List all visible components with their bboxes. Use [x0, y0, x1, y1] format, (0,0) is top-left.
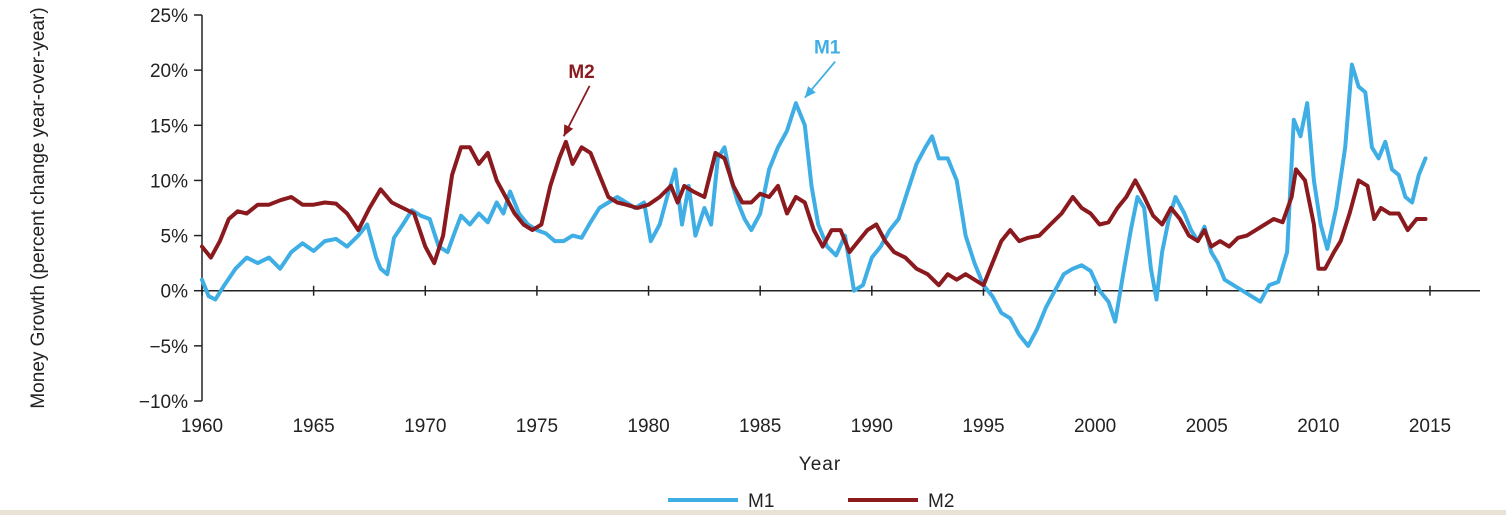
- y-tick-label: 0%: [161, 282, 189, 303]
- x-tick-label: 1965: [292, 416, 334, 437]
- y-tick-label: 10%: [150, 171, 188, 192]
- x-tick-label: 1985: [739, 416, 781, 437]
- annotation-m1: M1: [814, 38, 841, 59]
- bottom-rule: [0, 510, 1506, 515]
- y-axis: −10% −5% 0% 5% 10% 15% 20% 25%: [139, 6, 203, 413]
- series-line-m1: [200, 62, 1428, 348]
- x-tick-label: 2010: [1297, 416, 1339, 437]
- x-tick-label: 1990: [851, 416, 893, 437]
- annotation-arrowhead-m2: [563, 124, 574, 137]
- x-tick-label: 1970: [404, 416, 446, 437]
- plot-series: [200, 62, 1428, 348]
- x-tick-label: 2000: [1074, 416, 1116, 437]
- x-tick-label: 1995: [962, 416, 1004, 437]
- y-tick-label: −5%: [149, 337, 188, 358]
- x-axis: 1960 1965 1970 1975 1980 1985 1990 1995 2000 2005…: [181, 285, 1480, 437]
- y-tick-label: 5%: [161, 227, 189, 248]
- y-axis-label: Money Growth (percent change year-over-y…: [28, 7, 49, 408]
- x-tick-label: 1975: [516, 416, 558, 437]
- y-tick-label: 20%: [150, 61, 188, 82]
- y-tick-label: −10%: [139, 392, 188, 413]
- x-tick-label: 2005: [1186, 416, 1228, 437]
- annotation-m2: M2: [568, 62, 594, 83]
- y-tick-label: 15%: [150, 116, 188, 137]
- legend-label-m2: M2: [928, 491, 954, 512]
- legend-label-m1: M1: [748, 491, 774, 512]
- x-tick-label: 1960: [181, 416, 223, 437]
- x-tick-label: 1980: [627, 416, 669, 437]
- x-axis-label: Year: [799, 454, 841, 475]
- annotation-arrowhead-m1: [804, 86, 816, 98]
- series-line-m2: [200, 139, 1428, 288]
- legend: M1 M2: [668, 491, 954, 512]
- x-tick-label: 2015: [1409, 416, 1451, 437]
- annotations: M1 M2: [562, 38, 841, 137]
- y-tick-label: 25%: [150, 6, 188, 27]
